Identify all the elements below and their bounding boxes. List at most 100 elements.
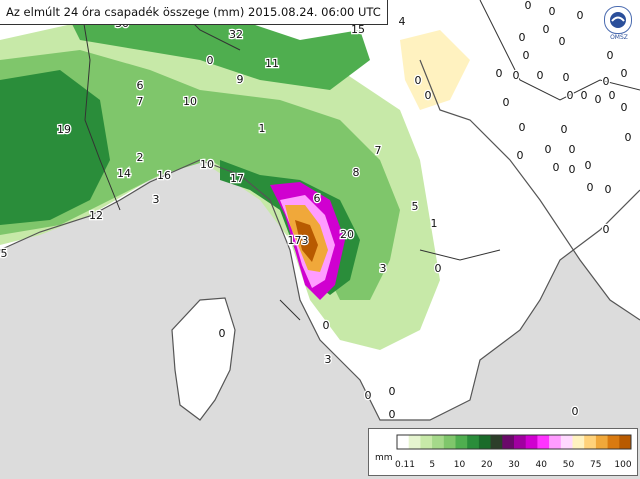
value-label: 0 [561, 123, 568, 136]
value-label: 0 [609, 89, 616, 102]
value-label: 0 [435, 262, 442, 275]
omsz-logo-icon [604, 6, 632, 34]
legend-unit: mm [375, 453, 393, 463]
title-text: Az elmúlt 24 óra csapadék összege (mm) 2… [6, 5, 381, 19]
value-label: 7 [375, 144, 382, 157]
legend-swatch [467, 435, 480, 449]
rain-heavy-west [0, 70, 110, 225]
value-label: 0 [581, 89, 588, 102]
value-label: 0 [603, 223, 610, 236]
value-label: 0 [567, 89, 574, 102]
value-label: 0 [572, 405, 579, 418]
legend-swatch [408, 435, 421, 449]
legend-tick-label: 5 [429, 460, 435, 470]
legend-tick-label: 50 [563, 460, 575, 470]
legend-swatch [514, 435, 527, 449]
legend-tick-label: 100 [614, 460, 631, 470]
value-label: 10 [200, 158, 214, 171]
value-label: 0 [607, 49, 614, 62]
value-label: 3 [325, 353, 332, 366]
value-label: 0 [219, 327, 226, 340]
value-label: 3 [380, 262, 387, 275]
legend-tick-label: 30 [508, 460, 520, 470]
value-label: 0 [553, 161, 560, 174]
coastline-corsica [171, 297, 236, 421]
value-label: 0 [425, 89, 432, 102]
value-label: 9 [237, 73, 244, 86]
legend-swatch [619, 435, 632, 449]
coastline [0, 159, 640, 421]
land-balkans [470, 100, 640, 320]
rain-yellow-fringe [400, 30, 470, 110]
value-label: 14 [117, 167, 131, 180]
logo-mark-icon [610, 12, 626, 28]
value-label: 0 [621, 101, 628, 114]
value-label: 0 [523, 49, 530, 62]
value-label: 16 [157, 169, 171, 182]
value-label: 0 [519, 31, 526, 44]
value-label: 32 [229, 28, 243, 41]
value-label: 0 [496, 67, 503, 80]
value-label: 0 [605, 183, 612, 196]
legend-swatch [572, 435, 585, 449]
value-label: 8 [353, 166, 360, 179]
value-labels: 30 32 15 4 0 11 9 6 7 10 19 1 2 14 16 10… [0, 0, 633, 422]
value-label: 0 [389, 408, 396, 421]
value-label: 0 [569, 163, 576, 176]
value-label: 0 [543, 23, 550, 36]
value-label: 6 [137, 79, 144, 92]
legend-swatch [560, 435, 573, 449]
legend-swatch [432, 435, 445, 449]
value-label: 0 [503, 96, 510, 109]
value-label: 0 [415, 74, 422, 87]
value-label: 0 [585, 159, 592, 172]
legend-swatch [455, 435, 468, 449]
value-label: 20 [340, 228, 354, 241]
value-label: 0 [545, 143, 552, 156]
value-label: 4 [399, 15, 406, 28]
legend-swatch [537, 435, 550, 449]
legend-swatch [490, 435, 503, 449]
gulf-line [279, 249, 501, 321]
value-label: 0 [517, 149, 524, 162]
value-label: 6 [314, 192, 321, 205]
value-label: 0 [207, 54, 214, 67]
value-label: 2 [137, 151, 144, 164]
value-label: 0 [389, 385, 396, 398]
legend-swatch [595, 435, 609, 449]
legend-border [396, 434, 632, 450]
legend-tick-label: 40 [536, 460, 548, 470]
legend-swatch [397, 435, 410, 449]
value-label: 15 [351, 23, 365, 36]
legend-tick-label: 75 [590, 460, 601, 470]
value-label: 1 [431, 217, 438, 230]
value-label: 1 [259, 122, 266, 135]
logo-text: OMSZ [610, 34, 628, 41]
value-label: 0 [595, 93, 602, 106]
value-label: 0 [569, 143, 576, 156]
value-label: 17 [230, 172, 244, 185]
value-label: 5 [412, 200, 419, 213]
value-label: 10 [183, 95, 197, 108]
legend: 0.11 5 10 20 30 40 50 75 100 mm [368, 428, 638, 476]
legend-swatch [502, 435, 515, 449]
value-label: 0 [625, 131, 632, 144]
value-label: 0 [525, 0, 532, 12]
legend-swatch [607, 435, 620, 449]
value-label: 0 [549, 5, 556, 18]
value-label: 0 [365, 389, 372, 402]
value-label: 0 [587, 181, 594, 194]
value-label: 12 [89, 209, 103, 222]
map-title: Az elmúlt 24 óra csapadék összege (mm) 2… [0, 0, 388, 25]
legend-tick-label: 0.11 [395, 460, 415, 470]
legend-scale: 0.11 5 10 20 30 40 50 75 100 [395, 434, 632, 470]
legend-swatch [525, 435, 538, 449]
value-label: 0 [621, 67, 628, 80]
legend-swatch [443, 435, 456, 449]
value-label: 0 [563, 71, 570, 84]
value-label: 0 [603, 75, 610, 88]
value-label: 3 [153, 193, 160, 206]
legend-swatch [478, 435, 492, 449]
land-corsica [172, 298, 235, 420]
